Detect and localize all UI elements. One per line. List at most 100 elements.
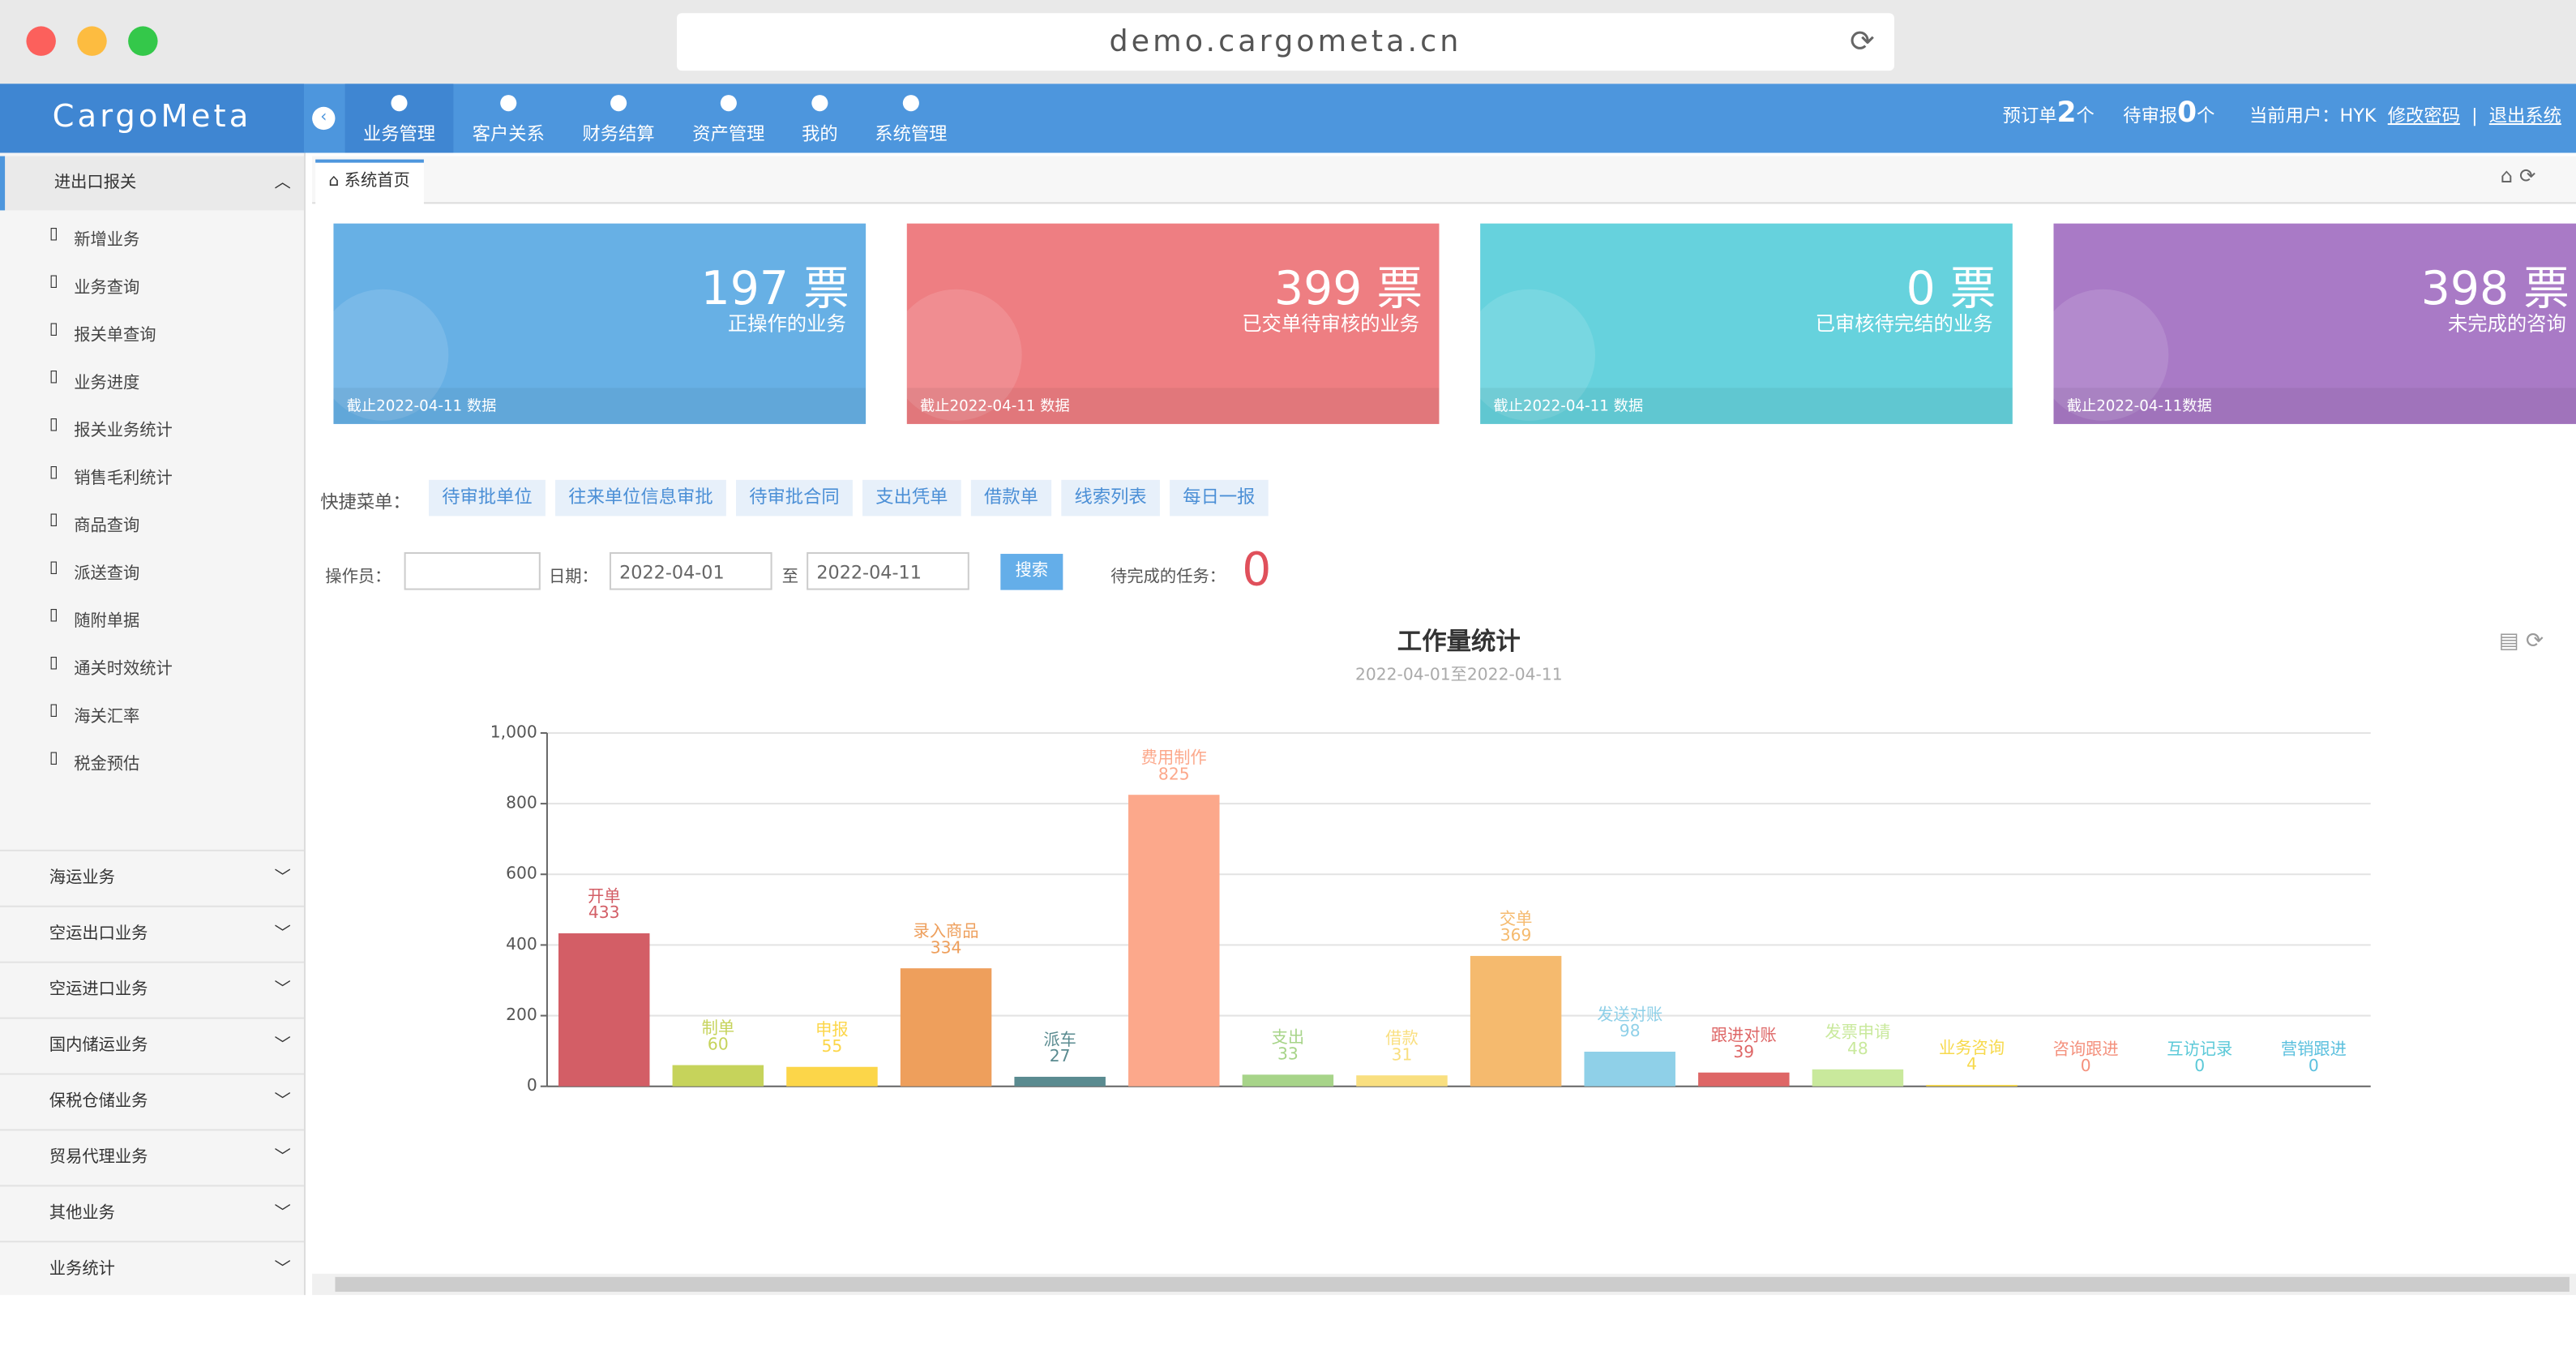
card-note: 截止2022-04-11 数据: [1493, 399, 1644, 416]
tab-title: 系统首页: [344, 172, 410, 191]
sidebar-item[interactable]: 新增业务: [74, 231, 140, 251]
pending-label: 待完成的任务：: [1110, 568, 1226, 587]
scrollbar[interactable]: [312, 1273, 2576, 1296]
sidebar: 进出口报关 ︿ ▯ 新增业务 ▯ 业务查询 ▯ 报关单查询 ▯ 业务进度 ▯ 报关业务统计 ▯ 销售毛利…: [0, 152, 306, 1297]
stat-card[interactable]: 399 票已交单待审核的业务 截止2022-04-11 数据: [906, 223, 1440, 424]
nav-icon: ●: [901, 90, 921, 115]
sidebar-item: ▯: [49, 559, 58, 577]
logo: CargoMeta: [0, 84, 304, 153]
date-to[interactable]: 2022-04-11: [807, 552, 969, 590]
minimize-button[interactable]: [77, 26, 107, 56]
quick-menu-item[interactable]: 待审批合同: [736, 479, 853, 517]
date-from[interactable]: 2022-04-01: [609, 552, 772, 590]
nav-item[interactable]: ● 业务管理: [344, 84, 454, 153]
sidebar-item[interactable]: 报关业务统计: [74, 422, 173, 441]
data-label-value: 60: [708, 1035, 729, 1054]
pending-count: 0: [1242, 542, 1272, 597]
data-label-value: 369: [1500, 925, 1532, 945]
quick-menu-item[interactable]: 借款单: [970, 479, 1052, 517]
tab-tools[interactable]: ⌂ ⟳: [2500, 164, 2536, 188]
unit: 个: [2076, 105, 2095, 127]
bar: [1356, 1075, 1448, 1087]
user: 当前用户：HYK: [2249, 105, 2377, 127]
nav-item[interactable]: ● 客户关系: [453, 84, 563, 152]
sidebar-section[interactable]: 国内储运业务 ﹀: [0, 1017, 304, 1074]
chart-tools[interactable]: ▤ ⟳: [2498, 629, 2544, 654]
data-label-name: 支出: [1272, 1027, 1305, 1047]
sidebar-item: ▯: [49, 320, 58, 339]
sidebar-section[interactable]: 其他业务 ﹀: [0, 1185, 304, 1241]
stat-card[interactable]: 0 票已审核待完结的业务 截止2022-04-11 数据: [1480, 223, 2013, 424]
card-note: 截止2022-04-11 数据: [920, 399, 1070, 416]
sidebar-section[interactable]: 空运进口业务 ﹀: [0, 961, 304, 1018]
close-button[interactable]: [26, 26, 56, 56]
card-label: 未完成的咨询: [2447, 312, 2566, 336]
operator-input[interactable]: [404, 552, 541, 590]
tab-bar: ⌂ 系统首页 ⌂ ⟳: [312, 156, 2576, 206]
label: 预订单: [2002, 105, 2057, 127]
sidebar-section[interactable]: 贸易代理业务 ﹀: [0, 1129, 304, 1185]
link[interactable]: 退出系统: [2488, 105, 2561, 127]
sidebar-section[interactable]: 空运出口业务 ﹀: [0, 905, 304, 962]
chevron: ﹀: [274, 1260, 291, 1279]
reload-icon[interactable]: ⟳: [1850, 24, 1875, 59]
quick-menu-item[interactable]: 每日一报: [1170, 479, 1269, 517]
stat-card[interactable]: 398 票未完成的咨询 截止2022-04-11数据: [2053, 223, 2576, 424]
quick-menu-item[interactable]: 往来单位信息审批: [555, 479, 726, 517]
sidebar-item[interactable]: 报关单查询: [74, 327, 156, 345]
sidebar-item[interactable]: 税金预估: [74, 756, 140, 774]
data-label-value: 0: [2081, 1056, 2091, 1075]
y-tick-label: 400: [506, 934, 537, 954]
app-header: CargoMeta ‹ 预订单2个 待审报0个 当前用户：HYK 修改密码 | …: [0, 84, 2576, 153]
maximize-button[interactable]: [128, 26, 158, 56]
sidebar-item: ▯: [49, 511, 58, 529]
bar: [1698, 1072, 1790, 1087]
sidebar-item[interactable]: 销售毛利统计: [74, 469, 173, 488]
nav-item[interactable]: ● 系统管理: [856, 84, 966, 152]
sidebar-item: ▯: [49, 654, 58, 672]
bar: [1812, 1069, 1904, 1087]
nav-label: 系统管理: [875, 123, 948, 145]
chevron: ︿: [274, 174, 291, 193]
sidebar-section[interactable]: 海运业务 ﹀: [0, 849, 304, 906]
nav-item[interactable]: ● 财务结算: [563, 84, 674, 152]
collapse-button[interactable]: ‹: [312, 106, 336, 131]
tab[interactable]: ⌂ 系统首页: [315, 159, 423, 206]
stat-card[interactable]: 197 票正操作的业务 截止2022-04-11 数据: [333, 223, 867, 424]
bar: [1470, 955, 1562, 1087]
unit: 票: [803, 261, 849, 316]
sidebar-item[interactable]: 随附单据: [74, 612, 140, 632]
sidebar-item[interactable]: 海关汇率: [74, 708, 140, 727]
nav-item[interactable]: ● 我的: [784, 84, 856, 152]
link[interactable]: 修改密码: [2387, 105, 2460, 127]
card-note: 截止2022-04-11数据: [2066, 399, 2212, 416]
sidebar-section[interactable]: 保税仓储业务 ﹀: [0, 1073, 304, 1130]
section-title: 海运业务: [49, 869, 115, 888]
sidebar-section[interactable]: 进出口报关 ︿: [0, 156, 304, 211]
separator: |: [2471, 105, 2478, 127]
section-title: 贸易代理业务: [49, 1148, 148, 1168]
count: 0: [2177, 96, 2197, 131]
card-value: 197 票: [701, 253, 849, 319]
y-tick-label: 1,000: [490, 722, 537, 741]
card-footer: [333, 388, 867, 424]
sidebar-item[interactable]: 通关时效统计: [74, 660, 173, 680]
url-bar[interactable]: demo.cargometa.cn: [677, 13, 1894, 71]
nav-label: 我的: [802, 123, 838, 145]
search-button[interactable]: 搜索: [1000, 554, 1063, 590]
quick-menu-item[interactable]: 待审批单位: [428, 479, 546, 517]
sidebar-item[interactable]: 业务进度: [74, 375, 140, 393]
scroll-thumb[interactable]: [335, 1276, 2570, 1293]
quick-menu-item[interactable]: 线索列表: [1061, 479, 1160, 517]
nav-item[interactable]: ● 资产管理: [674, 84, 784, 152]
unit: 票: [1949, 261, 1996, 316]
sidebar-item[interactable]: 商品查询: [74, 517, 140, 536]
sidebar-item[interactable]: 业务查询: [74, 279, 140, 298]
quick-menu-item[interactable]: 支出凭单: [862, 479, 961, 517]
chevron: ﹀: [274, 1036, 291, 1056]
data-label-name: 互访记录: [2167, 1040, 2232, 1059]
bar: [1128, 795, 1220, 1087]
sidebar-item[interactable]: 派送查询: [74, 565, 140, 584]
sidebar-section[interactable]: 业务统计 ﹀: [0, 1241, 304, 1297]
